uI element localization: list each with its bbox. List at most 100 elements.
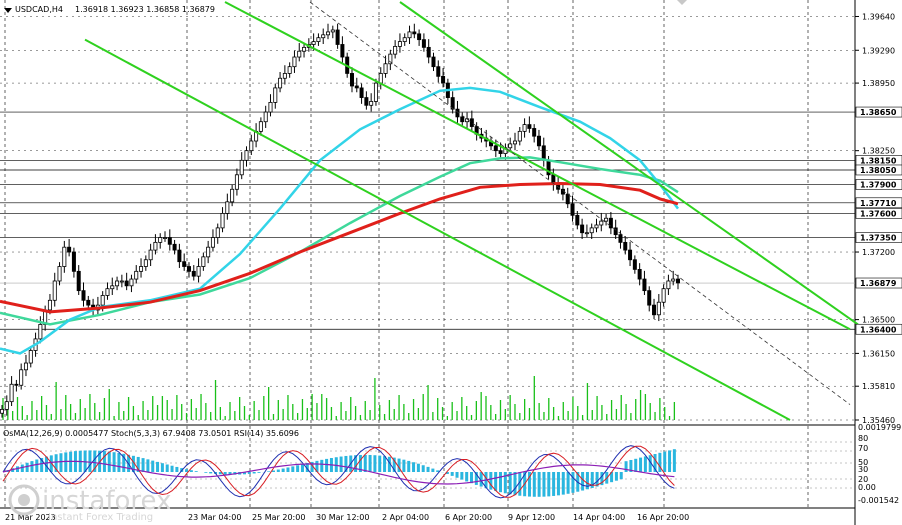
osma-bar xyxy=(629,460,633,472)
osma-bar xyxy=(40,458,44,472)
candle-body xyxy=(512,140,517,145)
candle-body xyxy=(191,270,196,277)
osma-bar xyxy=(25,462,29,472)
osma-bar xyxy=(305,463,309,472)
candle-body xyxy=(676,278,681,284)
osma-bar xyxy=(392,457,396,472)
osma-bar xyxy=(653,454,657,472)
candle-body xyxy=(292,56,297,68)
candle-body xyxy=(637,269,642,280)
osma-bar xyxy=(223,472,227,475)
y-tick-label: 1.35460 xyxy=(862,416,895,425)
candle-body xyxy=(201,256,206,267)
candle-body xyxy=(527,124,532,129)
osma-bar xyxy=(634,458,638,472)
candle-body xyxy=(321,34,326,39)
dropdown-triangle-icon[interactable] xyxy=(4,8,12,13)
candle-body xyxy=(450,97,455,110)
candle-body xyxy=(441,75,446,84)
candle-body xyxy=(407,31,412,39)
candle-body xyxy=(148,249,153,261)
osma-bar xyxy=(455,472,459,478)
candle-body xyxy=(565,193,570,205)
osma-bar xyxy=(542,472,546,497)
osma-bar xyxy=(581,472,585,491)
osma-bar xyxy=(363,454,367,472)
osma-bar xyxy=(373,455,377,472)
osma-bar xyxy=(561,472,565,495)
osma-bar xyxy=(296,465,300,472)
level-label: 1.38650 xyxy=(860,108,897,117)
osma-bar xyxy=(368,454,372,472)
osma-bar xyxy=(286,467,290,472)
candle-body xyxy=(297,50,302,58)
candle-body xyxy=(4,401,9,410)
candle-body xyxy=(239,159,244,176)
moving-averages xyxy=(0,86,680,355)
candle-body xyxy=(369,101,374,106)
candle-body xyxy=(671,278,676,282)
osma-bar xyxy=(218,472,222,475)
osma-bar xyxy=(479,472,483,487)
osma-bar xyxy=(315,460,319,472)
candle-body xyxy=(589,227,594,234)
osma-bar xyxy=(445,472,449,475)
candle-body xyxy=(493,145,498,152)
osma-bar xyxy=(503,472,507,494)
osma-bar xyxy=(421,465,425,472)
candle-body xyxy=(642,278,647,292)
candle-body xyxy=(652,304,657,316)
candle-body xyxy=(23,362,28,371)
candle-body xyxy=(177,249,182,263)
channel-line xyxy=(224,1,851,331)
x-tick-label: 14 Apr 04:00 xyxy=(573,513,625,522)
osma-bar xyxy=(668,450,672,472)
candle-body xyxy=(163,237,168,239)
oscillator-panel xyxy=(0,441,855,499)
candle-body xyxy=(186,266,191,272)
candle-body xyxy=(666,280,671,290)
osma-bar xyxy=(354,455,358,472)
stoch-signal-line xyxy=(2,445,675,498)
y-tick-label: 1.35810 xyxy=(862,382,895,391)
osc-axis-label: -0.001542 xyxy=(858,496,899,505)
candle-body xyxy=(115,280,120,287)
osma-bar xyxy=(35,459,39,472)
level-tag xyxy=(855,164,902,176)
osma-bar xyxy=(450,472,454,476)
x-tick-label: 6 Apr 20:00 xyxy=(445,513,492,522)
osma-bar xyxy=(291,466,295,472)
osma-bar xyxy=(64,452,68,472)
osma-bar xyxy=(513,472,517,496)
osma-bar xyxy=(658,452,662,472)
osma-bar xyxy=(300,464,304,472)
osma-bar xyxy=(431,468,435,472)
oscillator-label: OsMA(12,26,9) 0.0005477 Stoch(5,3,3) 67.… xyxy=(3,429,299,438)
level-label: 1.37600 xyxy=(860,209,897,218)
candle-body xyxy=(436,66,441,77)
level-label: 1.37900 xyxy=(860,180,897,189)
level-tag xyxy=(855,232,902,243)
osma-bar xyxy=(271,470,275,472)
osma-bar xyxy=(412,462,416,472)
osma-bar xyxy=(151,460,155,472)
candle-body xyxy=(28,350,33,364)
ma-cyan-line xyxy=(0,86,680,355)
osma-bar xyxy=(407,460,411,472)
candle-body xyxy=(81,290,86,301)
osma-bar xyxy=(102,451,106,472)
candle-body xyxy=(263,111,268,123)
osma-bar xyxy=(175,466,179,472)
candle-body xyxy=(273,87,278,103)
candle-body xyxy=(172,243,177,251)
candle-body xyxy=(580,224,585,234)
level-tag xyxy=(855,106,902,118)
osma-bar xyxy=(624,461,628,472)
osma-bar xyxy=(20,464,24,472)
candle-body xyxy=(522,124,527,132)
osc-axis-label: 50 xyxy=(858,458,868,467)
osma-bar xyxy=(276,469,280,472)
osma-bar xyxy=(537,472,541,497)
osma-bar xyxy=(397,458,401,472)
watermark: instaforex Instant Forex Trading xyxy=(8,484,171,523)
